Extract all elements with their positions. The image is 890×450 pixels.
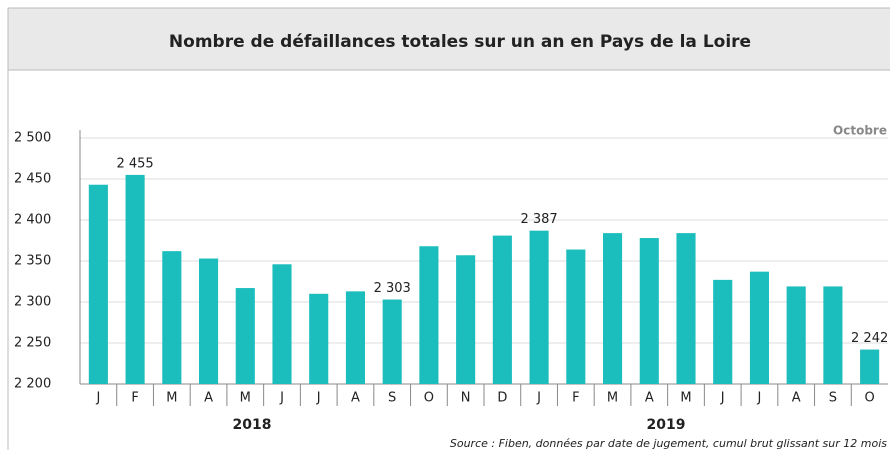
bar bbox=[639, 238, 659, 384]
bar bbox=[235, 288, 255, 384]
bar bbox=[456, 255, 476, 384]
x-tick-label: N bbox=[461, 391, 471, 406]
x-tick-label: J bbox=[95, 391, 100, 406]
y-tick-label: 2 400 bbox=[14, 213, 51, 228]
bar bbox=[419, 246, 439, 384]
bar bbox=[823, 286, 843, 384]
bar bbox=[88, 184, 108, 384]
bar bbox=[713, 279, 733, 384]
x-tick-label: M bbox=[680, 391, 691, 406]
x-tick-label: A bbox=[204, 391, 213, 406]
bar bbox=[529, 230, 549, 384]
x-tick-label: O bbox=[865, 391, 875, 406]
value-label: 2 387 bbox=[520, 212, 557, 227]
bar bbox=[676, 233, 696, 384]
y-tick-label: 2 300 bbox=[14, 295, 51, 310]
source: Source : Fiben, données par date de juge… bbox=[450, 437, 887, 450]
value-label: 2 242 bbox=[851, 331, 888, 346]
period-label: Octobre bbox=[833, 124, 887, 138]
x-tick-label: A bbox=[645, 391, 654, 406]
x-tick-label: J bbox=[536, 391, 541, 406]
bar bbox=[492, 235, 512, 384]
x-tick-label: S bbox=[388, 391, 396, 406]
bar bbox=[345, 291, 366, 384]
bar bbox=[198, 258, 219, 384]
x-tick-label: J bbox=[316, 391, 321, 406]
x-tick-label: J bbox=[757, 391, 762, 406]
x-tick-label: M bbox=[240, 391, 251, 406]
year-label: 2018 bbox=[233, 417, 272, 433]
bar bbox=[749, 271, 770, 384]
x-tick-label: A bbox=[351, 391, 360, 406]
x-tick-label: J bbox=[279, 391, 284, 406]
x-tick-label: F bbox=[572, 391, 579, 406]
bar bbox=[272, 264, 292, 384]
y-tick-label: 2 250 bbox=[14, 336, 51, 351]
value-label: 2 455 bbox=[116, 156, 153, 171]
x-tick-label: O bbox=[424, 391, 434, 406]
chart-title: Nombre de défaillances totales sur un an… bbox=[169, 32, 751, 52]
bar bbox=[860, 349, 880, 384]
title-band bbox=[8, 8, 890, 70]
bar bbox=[125, 174, 145, 384]
y-tick-label: 2 450 bbox=[14, 172, 51, 187]
year-label: 2019 bbox=[647, 417, 686, 433]
x-tick-label: F bbox=[131, 391, 138, 406]
x-tick-label: S bbox=[829, 391, 837, 406]
bar bbox=[309, 293, 329, 384]
bar bbox=[566, 249, 586, 384]
y-tick-label: 2 200 bbox=[14, 377, 51, 392]
x-tick-label: A bbox=[792, 391, 801, 406]
x-tick-label: M bbox=[607, 391, 618, 406]
x-tick-label: D bbox=[497, 391, 507, 406]
y-tick-label: 2 500 bbox=[14, 131, 51, 146]
y-tick-label: 2 350 bbox=[14, 254, 51, 269]
bar bbox=[786, 286, 806, 384]
x-tick-label: M bbox=[166, 391, 177, 406]
bar bbox=[382, 299, 402, 384]
bar bbox=[162, 251, 182, 384]
value-label: 2 303 bbox=[374, 281, 411, 296]
bar bbox=[602, 233, 623, 384]
x-tick-label: J bbox=[720, 391, 725, 406]
